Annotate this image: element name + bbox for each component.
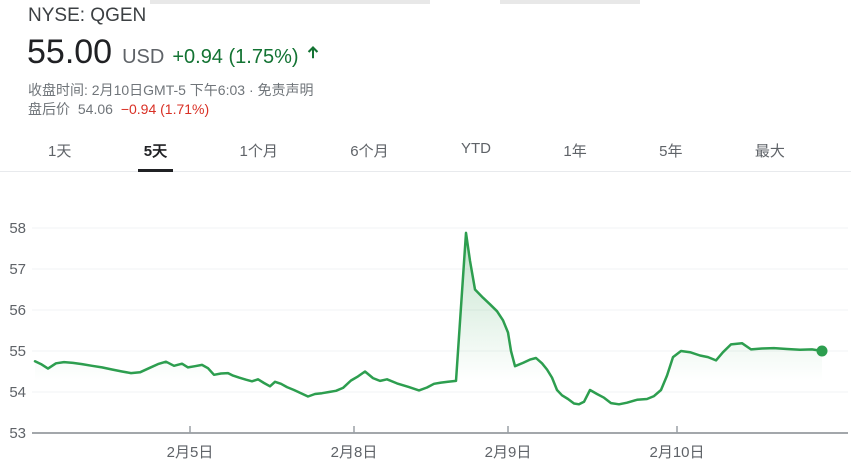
price-line xyxy=(33,231,824,406)
y-axis-label: 58 xyxy=(9,220,26,237)
y-axis-label: 55 xyxy=(9,343,26,360)
tab-5d[interactable]: 5天 xyxy=(137,131,174,172)
separator-dot: · xyxy=(248,82,254,98)
tab-6m[interactable]: 6个月 xyxy=(350,143,389,160)
disclaimer-link[interactable]: 免责声明 xyxy=(257,82,314,98)
after-hours-change: −0.94 (1.71%) xyxy=(120,101,210,117)
price-change: +0.94 (1.75%) xyxy=(172,46,299,68)
y-axis-label: 57 xyxy=(9,261,26,278)
y-axis-label: 53 xyxy=(9,425,26,442)
close-time-text: 收盘时间: 2月10日GMT-5 下午6:03 xyxy=(28,82,246,98)
price-area-fill xyxy=(35,232,822,433)
x-axis-label: 2月9日 xyxy=(485,444,532,461)
range-tabbar: 1天 5天 1个月 6个月 YTD 1年 5年 最大 xyxy=(0,131,851,172)
after-hours-label: 盘后价 xyxy=(28,101,70,117)
price-chart[interactable]: 53 54 55 56 57 58 2月5日 2月8日 2月9日 2月10日 xyxy=(0,176,851,476)
price-chart-svg: 53 54 55 56 57 58 2月5日 2月8日 2月9日 2月10日 xyxy=(9,220,848,461)
tab-1m[interactable]: 1个月 xyxy=(239,143,278,160)
x-axis-label: 2月8日 xyxy=(331,444,378,461)
y-axis-label: 56 xyxy=(9,302,26,319)
after-hours-price: 54.06 xyxy=(77,101,113,117)
tab-max[interactable]: 最大 xyxy=(754,143,785,160)
last-price-dot xyxy=(816,345,828,357)
cropped-text-fragment xyxy=(150,0,430,4)
y-axis-label: 54 xyxy=(9,384,26,401)
tab-1d[interactable]: 1天 xyxy=(48,143,72,160)
x-axis-label: 2月5日 xyxy=(167,444,214,461)
after-hours-row: 盘后价 54.06 −0.94 (1.71%) xyxy=(28,99,209,119)
current-price: 55.00 xyxy=(27,33,113,71)
price-row: 55.00 USD +0.94 (1.75%) xyxy=(27,33,321,72)
x-axis-label: 2月10日 xyxy=(649,444,704,461)
arrow-up-icon xyxy=(305,44,321,65)
exchange-symbol: NYSE: QGEN xyxy=(28,5,147,26)
cropped-text-fragment xyxy=(500,0,640,4)
tab-1y[interactable]: 1年 xyxy=(563,143,587,160)
tab-ytd[interactable]: YTD xyxy=(461,140,491,157)
close-info-row: 收盘时间: 2月10日GMT-5 下午6:03 · 免责声明 xyxy=(28,80,314,100)
currency-label: USD xyxy=(122,46,165,68)
tab-5y[interactable]: 5年 xyxy=(659,143,683,160)
